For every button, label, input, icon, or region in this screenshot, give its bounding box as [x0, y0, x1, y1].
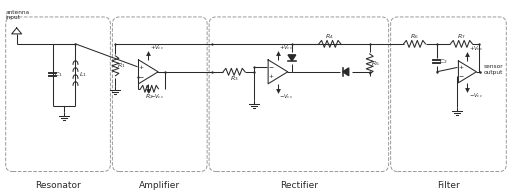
Text: $-V_{cc}$: $-V_{cc}$: [280, 92, 293, 101]
Text: sensor: sensor: [483, 64, 503, 69]
Text: Filter: Filter: [437, 180, 460, 190]
Text: Resonator: Resonator: [35, 180, 80, 190]
Text: $+V_{cc}$: $+V_{cc}$: [280, 43, 293, 52]
Text: Rectifier: Rectifier: [280, 180, 318, 190]
Text: +: +: [268, 74, 273, 79]
Polygon shape: [343, 68, 349, 76]
Text: −: −: [458, 74, 463, 79]
Text: antenna: antenna: [6, 10, 30, 15]
Text: +: +: [138, 65, 143, 70]
Text: output: output: [483, 70, 503, 75]
Text: $L_1$: $L_1$: [78, 70, 87, 79]
Text: $+V_{cc}$: $+V_{cc}$: [469, 44, 483, 53]
Text: $R_3$: $R_3$: [230, 74, 239, 83]
Text: −: −: [138, 74, 143, 79]
Text: $+V_{cc}$: $+V_{cc}$: [150, 43, 164, 52]
Text: $-V_{cc}$: $-V_{cc}$: [469, 91, 483, 100]
Text: $R_1$: $R_1$: [117, 61, 126, 70]
Text: $C_1$: $C_1$: [54, 70, 63, 79]
Text: $R_6$: $R_6$: [410, 32, 419, 41]
Text: +: +: [458, 65, 463, 70]
Text: Amplifier: Amplifier: [139, 180, 180, 190]
Text: $R_5$: $R_5$: [371, 59, 380, 68]
Text: $R_2$: $R_2$: [145, 92, 154, 101]
Text: $C_2$: $C_2$: [439, 57, 448, 66]
Text: input: input: [6, 15, 20, 20]
Polygon shape: [288, 55, 296, 61]
Text: −: −: [268, 65, 273, 70]
Text: $R_7$: $R_7$: [457, 32, 466, 41]
Text: $R_4$: $R_4$: [325, 32, 334, 41]
Text: $-V_{cc}$: $-V_{cc}$: [150, 92, 164, 101]
